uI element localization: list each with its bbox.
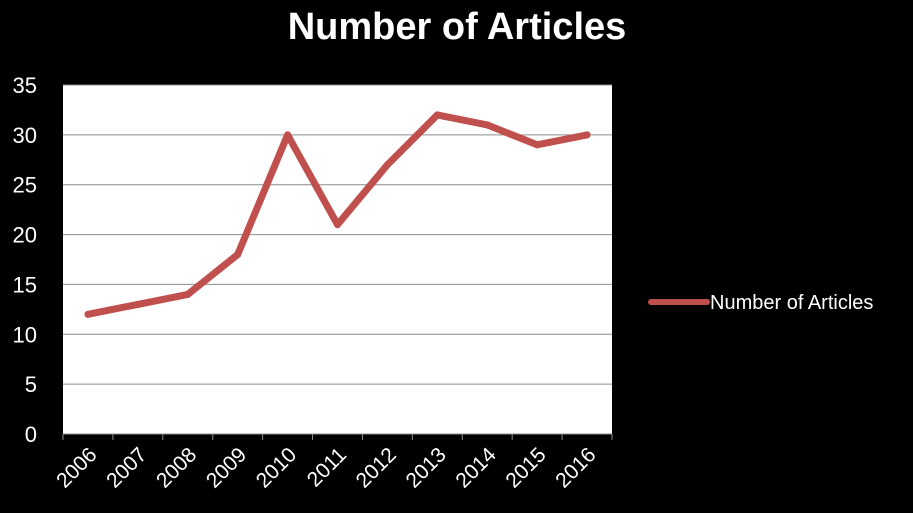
y-tick-label: 15 (13, 272, 37, 297)
x-axis-tick-labels: 2006 2007 2008 2009 2010 2011 2012 2013 2014 2015… (52, 443, 600, 493)
x-tick-label: 2010 (252, 443, 301, 492)
y-tick-label: 30 (13, 123, 37, 148)
data-point (383, 161, 391, 169)
data-point (84, 310, 92, 318)
y-tick-label: 0 (25, 422, 37, 447)
x-tick-label: 2015 (501, 443, 550, 492)
data-point (134, 300, 142, 308)
x-tick-label: 2011 (303, 443, 351, 491)
data-point (483, 121, 491, 129)
x-tick-label: 2006 (52, 443, 101, 492)
x-tick-label: 2014 (451, 443, 501, 493)
legend-label: Number of Articles (710, 292, 873, 314)
y-tick-label: 5 (25, 372, 37, 397)
y-tick-label: 20 (13, 223, 37, 248)
data-point (334, 221, 341, 229)
chart-title: Number of Articles (288, 6, 627, 48)
x-tick-label: 2012 (352, 443, 401, 492)
x-tick-label: 2016 (551, 443, 600, 492)
series-lines (84, 111, 591, 318)
data-point (433, 111, 441, 119)
data-point (533, 141, 541, 149)
gridlines (62, 84, 613, 440)
x-tick-label: 2013 (402, 443, 451, 492)
legend: Number of Articles (648, 292, 873, 314)
data-point (284, 131, 292, 139)
x-tick-label: 2009 (202, 443, 251, 492)
x-tick-label: 2007 (102, 443, 151, 492)
y-tick-label: 10 (13, 322, 37, 347)
y-tick-label: 25 (13, 173, 37, 198)
y-axis-tick-labels: 0 5 10 15 20 25 30 35 (13, 73, 37, 447)
plot-area (63, 85, 612, 434)
x-tick-label: 2008 (152, 443, 201, 492)
data-point (184, 290, 192, 298)
data-point (234, 251, 242, 259)
data-point (583, 131, 591, 139)
y-tick-label: 35 (13, 73, 37, 98)
